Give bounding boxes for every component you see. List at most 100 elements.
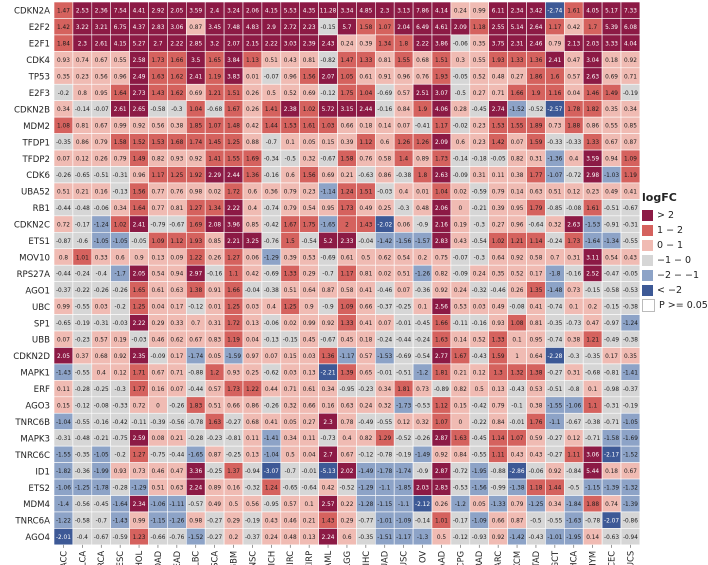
cell-value-label: 1.47 xyxy=(340,58,353,64)
cell-value-label: 3.83 xyxy=(227,74,240,80)
cell-value-label: -0.5 xyxy=(530,518,542,524)
cell-value-label: -0.31 xyxy=(56,436,71,442)
cell-value-label: 1.09 xyxy=(151,239,164,245)
cell-value-label: 0.15 xyxy=(454,403,467,409)
cell-value-label: 1.33 xyxy=(511,58,524,64)
cell-value-label: -0.85 xyxy=(547,206,562,212)
cell-value-label: 2.36 xyxy=(95,9,108,15)
cell-value-label: -0.11 xyxy=(132,420,147,426)
cell-value-label: 1.65 xyxy=(208,58,221,64)
cell-value-label: 2.22 xyxy=(265,41,278,47)
cell-value-label: 0.81 xyxy=(170,206,183,212)
cell-value-label: -1.24 xyxy=(94,222,109,228)
cell-value-label: 1.55 xyxy=(397,58,410,64)
cell-value-label: -0.14 xyxy=(75,107,90,113)
cell-value-label: -1.42 xyxy=(377,239,392,245)
cell-value-label: -0.79 xyxy=(150,222,165,228)
cell-value-label: 1.45 xyxy=(208,140,221,146)
cell-value-label: 1.44 xyxy=(265,124,278,130)
cell-value-label: -0.3 xyxy=(398,206,410,212)
cell-value-label: 1.53 xyxy=(151,140,164,146)
cell-value-label: 2.61 xyxy=(95,41,108,47)
cell-value-label: 2.43 xyxy=(322,41,335,47)
cell-value-label: 0.7 xyxy=(191,321,201,327)
cell-value-label: 0.63 xyxy=(170,288,183,294)
cell-value-label: 0.32 xyxy=(378,403,391,409)
cell-value-label: 0.07 xyxy=(57,157,70,163)
cell-value-label: 1.73 xyxy=(227,387,240,393)
cell-value-label: 5.44 xyxy=(586,469,599,475)
legend-label: > 2 xyxy=(657,209,675,221)
cell-value-label: 1.68 xyxy=(170,140,183,146)
cell-value-label: -0.14 xyxy=(453,157,468,163)
column-label: THYM xyxy=(588,551,598,565)
cell-value-label: 0.43 xyxy=(284,58,297,64)
cell-value-label: 0.46 xyxy=(284,518,297,524)
cell-value-label: 3.42 xyxy=(529,9,542,15)
cell-value-label: -0.72 xyxy=(453,469,468,475)
cell-value-label: 2.35 xyxy=(133,354,146,360)
cell-value-label: -0.15 xyxy=(321,25,336,31)
cell-value-label: 0.92 xyxy=(492,535,505,541)
cell-value-label: 7.33 xyxy=(624,9,637,15)
cell-value-label: 0.51 xyxy=(284,288,297,294)
cell-value-label: 1.67 xyxy=(284,222,297,228)
cell-value-label: 0.91 xyxy=(378,74,391,80)
cell-value-label: -0.06 xyxy=(264,321,279,327)
cell-value-label: -0.1 xyxy=(511,403,523,409)
cell-value-label: 0.61 xyxy=(303,387,316,393)
cell-value-label: -1.42 xyxy=(510,535,525,541)
cell-value-label: 3.22 xyxy=(76,25,89,31)
cell-value-label: 1.49 xyxy=(605,91,618,97)
cell-value-label: 0.24 xyxy=(359,403,372,409)
cell-value-label: 0.01 xyxy=(208,305,221,311)
cell-value-label: 0.55 xyxy=(473,58,486,64)
column-label: GBM xyxy=(229,551,239,565)
cell-value-label: 0.71 xyxy=(492,91,505,97)
cell-value-label: -0.37 xyxy=(56,288,71,294)
cell-value-label: 0.1 xyxy=(418,305,428,311)
cell-value-label: 2.59 xyxy=(133,436,146,442)
cell-value-label: 4.61 xyxy=(435,25,448,31)
cell-value-label: 3.5 xyxy=(191,58,201,64)
cell-value-label: 0.28 xyxy=(454,107,467,113)
cell-value-label: 1.66 xyxy=(511,91,524,97)
cell-value-label: 0.47 xyxy=(567,58,580,64)
cell-value-label: 1.73 xyxy=(435,157,448,163)
cell-value-label: -0.58 xyxy=(75,518,90,524)
legend-swatch xyxy=(642,239,653,251)
cell-value-label: 0.19 xyxy=(454,222,467,228)
row-label: UBB xyxy=(32,336,50,346)
cell-value-label: 0.05 xyxy=(284,420,297,426)
cell-value-label: 1.34 xyxy=(378,41,391,47)
cell-value-label: 4.37 xyxy=(133,25,146,31)
cell-value-label: 0.02 xyxy=(454,189,467,195)
cell-value-label: 0.13 xyxy=(246,321,259,327)
cell-value-label: 0.16 xyxy=(151,387,164,393)
cell-value-label: -1.41 xyxy=(264,436,279,442)
column-label: SKCM xyxy=(512,551,522,565)
cell-value-label: 0.49 xyxy=(208,502,221,508)
cell-value-label: 0.42 xyxy=(322,486,335,492)
cell-value-label: -1.7 xyxy=(114,272,126,278)
cell-value-label: 0.92 xyxy=(435,453,448,459)
cell-value-label: -0.86 xyxy=(623,518,638,524)
cell-value-label: 0.23 xyxy=(303,189,316,195)
cell-value-label: 0.18 xyxy=(605,58,618,64)
column-label: BRCA xyxy=(96,551,106,565)
cell-value-label: 1.64 xyxy=(114,91,127,97)
legend-item: P >= 0.05 xyxy=(642,298,708,312)
cell-value-label: -0.26 xyxy=(113,288,128,294)
cell-value-label: 1.08 xyxy=(57,124,70,130)
cell-value-label: 1.89 xyxy=(529,124,542,130)
cell-value-label: 0.49 xyxy=(492,305,505,311)
cell-value-label: 0.2 xyxy=(588,305,598,311)
cell-value-label: 2.63 xyxy=(586,74,599,80)
column-label: KIRC xyxy=(285,551,295,565)
cell-value-label: 0.43 xyxy=(511,453,524,459)
cell-value-label: 0.26 xyxy=(208,255,221,261)
cell-value-label: -0.16 xyxy=(264,173,279,179)
cell-value-label: 0.55 xyxy=(114,58,127,64)
cell-value-label: 0.46 xyxy=(151,338,164,344)
cell-value-label: 0.34 xyxy=(548,502,561,508)
